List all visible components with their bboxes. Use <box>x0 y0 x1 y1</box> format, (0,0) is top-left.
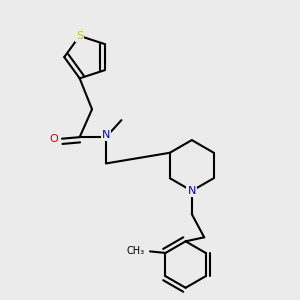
Text: S: S <box>76 31 83 41</box>
Text: O: O <box>50 134 58 144</box>
Text: N: N <box>102 130 110 140</box>
Text: CH₃: CH₃ <box>126 246 144 256</box>
Text: N: N <box>188 186 196 196</box>
